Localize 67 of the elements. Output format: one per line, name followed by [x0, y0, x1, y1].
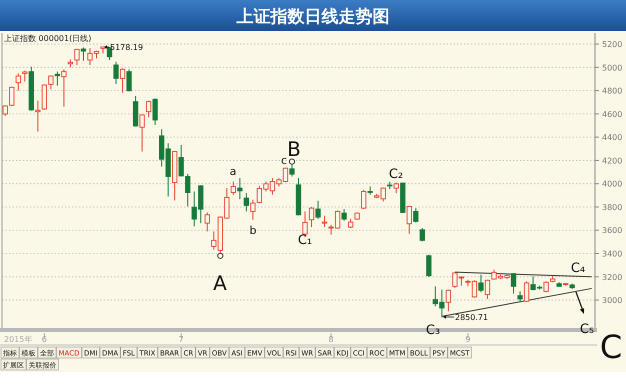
y-tick-label: 3000	[602, 296, 622, 306]
candlestick	[543, 280, 549, 293]
candlestick	[478, 274, 484, 293]
y-tick-label: 5000	[602, 63, 622, 72]
candlestick	[413, 208, 418, 223]
y-tick-label: 5200	[602, 40, 622, 50]
annotation: C₄	[570, 261, 586, 276]
y-tick-label: 3200	[602, 272, 622, 282]
annotation: B	[287, 137, 301, 161]
candlestick	[406, 205, 412, 234]
x-tick-label: 8	[328, 335, 334, 344]
candlestick	[484, 279, 490, 300]
candlestick	[237, 178, 242, 200]
candlestick	[420, 228, 425, 242]
y-tick-label: 4000	[602, 180, 622, 189]
candlestick	[446, 289, 452, 312]
candlestick	[510, 272, 516, 294]
annotation: C₁	[298, 233, 312, 248]
candlestick	[9, 86, 14, 106]
candlestick	[113, 61, 119, 84]
annotation: c	[280, 154, 287, 167]
annotation: b	[250, 224, 257, 237]
candlestick	[54, 71, 60, 86]
y-tick-label: 4800	[602, 86, 622, 96]
y-tick-label: 3600	[602, 226, 622, 236]
annotation: C₃	[426, 323, 440, 338]
candlestick	[139, 114, 145, 152]
y-tick-label: 3400	[602, 250, 622, 259]
annotation: 上证指数 000001(日线)	[4, 34, 92, 43]
annotation: A	[213, 271, 228, 295]
candlestick	[120, 68, 126, 94]
y-tick-label: 3800	[602, 202, 622, 212]
candlestick	[152, 98, 158, 126]
x-tick-label: 6	[42, 335, 47, 344]
candlestick	[61, 68, 67, 108]
annotation: a	[230, 165, 236, 178]
candlestick	[308, 206, 314, 228]
candlestick	[146, 100, 152, 118]
annotation: 2850.71	[455, 313, 488, 322]
x-axis-title: 2015年	[4, 335, 32, 344]
candlestick	[16, 72, 21, 92]
candlestick	[80, 47, 86, 62]
candlestick	[230, 180, 236, 196]
text: C	[600, 328, 622, 366]
candlestick	[517, 290, 523, 303]
candlestick	[315, 200, 321, 220]
annotation: C₂	[388, 167, 404, 182]
annotation: 5178.19	[110, 43, 144, 52]
y-tick-label: 4600	[602, 110, 622, 119]
x-tick-label: 9	[465, 335, 470, 344]
chart-title: 上证指数日线走势图	[236, 7, 390, 27]
candlestick	[348, 218, 354, 229]
candlestick	[394, 182, 399, 194]
y-tick-label: 4400	[602, 133, 622, 142]
candlestick	[22, 70, 28, 82]
candlestick	[35, 100, 40, 132]
candlestick	[126, 68, 132, 92]
annotation: C₅	[580, 322, 594, 337]
candlestick	[426, 254, 432, 278]
candlestick	[204, 212, 210, 232]
candlestick	[74, 48, 80, 66]
candlestick	[322, 215, 328, 228]
candlestick	[524, 280, 530, 302]
candlestick	[341, 208, 347, 222]
y-tick-label: 4200	[602, 156, 622, 166]
candlestick	[361, 189, 366, 210]
candlestick	[244, 192, 250, 212]
